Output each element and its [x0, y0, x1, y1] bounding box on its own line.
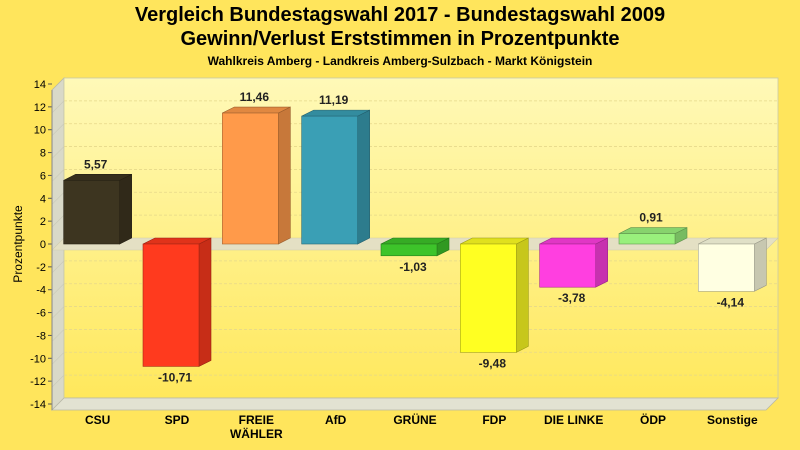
- bar-front-face: [142, 243, 200, 367]
- bar-top-face: [698, 237, 767, 245]
- bar-8: [698, 237, 767, 292]
- bar-top-face: [63, 174, 132, 181]
- x-tick-label: DIE LINKE: [544, 413, 603, 427]
- y-tick-label: 0: [40, 239, 46, 251]
- y-tick-label: 10: [34, 125, 46, 137]
- data-label: 11,19: [319, 93, 349, 107]
- y-tick-label: -12: [30, 376, 46, 388]
- bar-6: [539, 237, 608, 288]
- bar-0: [63, 173, 132, 245]
- data-label: 11,46: [240, 90, 270, 104]
- data-label: -10,71: [158, 370, 192, 384]
- bar-front-face: [698, 243, 755, 292]
- bar-7: [618, 227, 688, 245]
- chart-subtitle: Wahlkreis Amberg - Landkreis Amberg-Sulz…: [207, 54, 593, 68]
- x-tick-label: GRÜNE: [393, 412, 436, 427]
- bar-4: [380, 237, 450, 257]
- bar-side-face: [357, 109, 370, 245]
- gridline-side: [51, 214, 65, 228]
- data-label: -4,14: [717, 295, 745, 309]
- gridline-side: [51, 352, 65, 365]
- bar-top-face: [380, 237, 450, 245]
- y-tick-label: -2: [36, 262, 46, 274]
- gridline-side: [51, 260, 65, 274]
- bar-front-face: [63, 180, 120, 245]
- x-tick-label: Sonstige: [707, 413, 758, 427]
- bar-1: [142, 237, 212, 367]
- bar-top-face: [301, 109, 370, 117]
- data-label: -3,78: [558, 291, 586, 305]
- gridline-side: [51, 169, 65, 182]
- bar-top-face: [460, 237, 529, 245]
- y-tick-label: 6: [40, 170, 46, 182]
- x-tick-label: FREIE: [239, 413, 274, 427]
- bar-top-face: [618, 227, 688, 234]
- chart-title-line-1: Vergleich Bundestagswahl 2017 - Bundesta…: [134, 4, 666, 26]
- x-tick-label: CSU: [85, 413, 110, 427]
- data-label: -9,48: [479, 356, 507, 370]
- x-tick-label: SPD: [165, 413, 190, 427]
- bar-side-face: [278, 106, 291, 245]
- gridline-side: [51, 283, 65, 296]
- bar-side-face: [595, 237, 608, 288]
- y-tick-label: -8: [36, 330, 46, 342]
- data-label: 5,57: [84, 157, 108, 171]
- x-tick-label: ÖDP: [640, 412, 666, 427]
- data-label: -1,03: [399, 260, 427, 274]
- gridline-side: [51, 146, 65, 159]
- bar-3: [301, 109, 370, 245]
- bar-front-face: [301, 115, 358, 245]
- y-tick-label: 8: [40, 148, 46, 160]
- bar-front-face: [380, 243, 438, 257]
- bar-front-face: [539, 243, 596, 288]
- y-tick-label: 12: [34, 102, 46, 114]
- bar-front-face: [618, 233, 676, 245]
- bar-front-face: [222, 112, 279, 245]
- gridline-side: [51, 306, 65, 319]
- y-tick-label: -10: [30, 353, 46, 365]
- y-tick-label: 2: [40, 216, 46, 228]
- bar-side-face: [516, 237, 529, 353]
- chart-title-line-2: Gewinn/Verlust Erststimmen in Prozentpun…: [180, 28, 620, 50]
- y-axis-title: Prozentpunkte: [11, 205, 25, 283]
- y-tick-label: 14: [34, 79, 46, 91]
- x-tick-label: FDP: [482, 413, 506, 427]
- gridline-side: [51, 100, 65, 114]
- bar-side-face: [198, 237, 212, 367]
- bar-top-face: [142, 237, 212, 245]
- bar-top-face: [222, 106, 291, 114]
- gridline-side: [51, 374, 65, 388]
- gridline-side: [51, 123, 65, 136]
- bar-top-face: [539, 237, 608, 245]
- y-tick-label: -6: [36, 308, 46, 320]
- bar-side-face: [754, 237, 767, 292]
- x-tick-label: AfD: [325, 413, 347, 427]
- y-tick-label: -14: [30, 399, 46, 411]
- y-tick-label: -4: [36, 285, 46, 297]
- data-label: 0,91: [639, 211, 663, 225]
- bar-front-face: [460, 243, 517, 353]
- x-tick-label: WÄHLER: [230, 426, 283, 441]
- bar-5: [460, 237, 529, 353]
- bar-side-face: [119, 173, 132, 245]
- gridline-side: [51, 329, 65, 342]
- bar-2: [222, 106, 291, 245]
- y-tick-label: 4: [40, 193, 46, 205]
- plot-floor: [51, 397, 779, 411]
- gridline-side: [51, 192, 65, 205]
